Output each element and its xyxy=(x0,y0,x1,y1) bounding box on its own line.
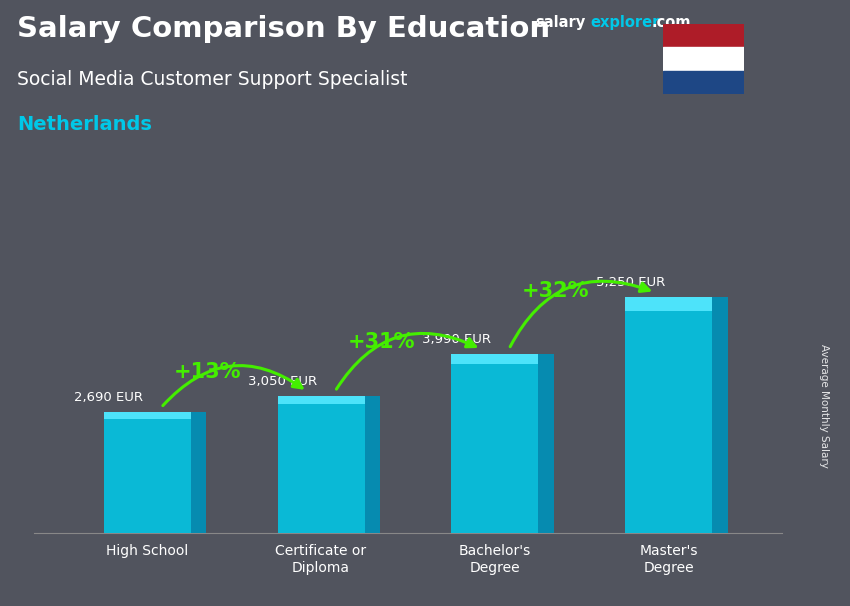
FancyBboxPatch shape xyxy=(538,354,554,533)
Text: Social Media Customer Support Specialist: Social Media Customer Support Specialist xyxy=(17,70,407,88)
FancyBboxPatch shape xyxy=(365,396,380,533)
FancyBboxPatch shape xyxy=(278,396,365,404)
FancyBboxPatch shape xyxy=(712,297,728,533)
Text: +32%: +32% xyxy=(522,281,590,301)
FancyBboxPatch shape xyxy=(451,354,538,533)
Text: salary: salary xyxy=(536,15,586,30)
Text: 2,690 EUR: 2,690 EUR xyxy=(74,391,143,404)
Text: Netherlands: Netherlands xyxy=(17,115,152,134)
Text: 3,990 EUR: 3,990 EUR xyxy=(422,333,491,345)
FancyBboxPatch shape xyxy=(451,354,538,364)
Text: 3,050 EUR: 3,050 EUR xyxy=(248,375,317,388)
Text: +31%: +31% xyxy=(348,332,416,352)
FancyBboxPatch shape xyxy=(104,412,190,419)
Bar xyxy=(663,47,744,71)
Text: Salary Comparison By Education: Salary Comparison By Education xyxy=(17,15,550,43)
Text: +13%: +13% xyxy=(174,362,241,382)
Text: 5,250 EUR: 5,250 EUR xyxy=(596,276,665,289)
FancyBboxPatch shape xyxy=(190,412,207,533)
Text: Average Monthly Salary: Average Monthly Salary xyxy=(819,344,829,468)
FancyBboxPatch shape xyxy=(278,396,365,533)
FancyBboxPatch shape xyxy=(626,297,712,311)
Bar xyxy=(663,71,744,94)
FancyBboxPatch shape xyxy=(104,412,190,533)
Bar xyxy=(663,24,744,47)
Text: explorer: explorer xyxy=(591,15,660,30)
FancyBboxPatch shape xyxy=(626,297,712,533)
Text: .com: .com xyxy=(652,15,691,30)
